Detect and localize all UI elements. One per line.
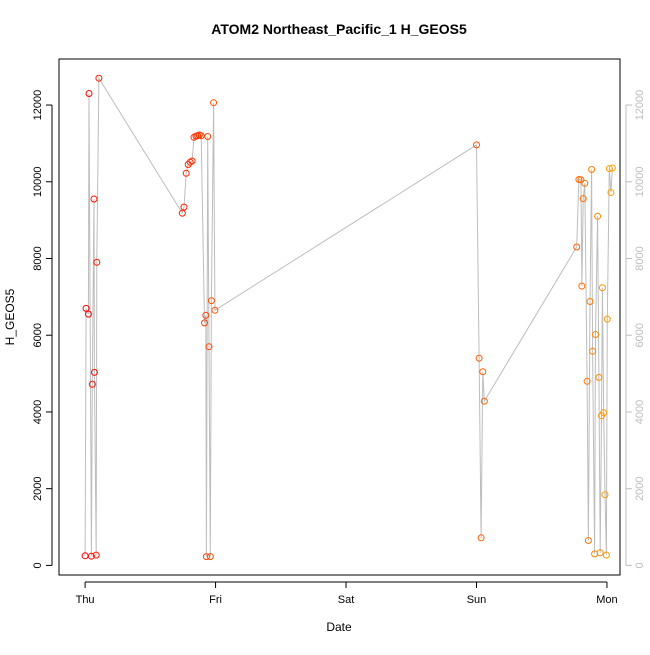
x-tick-label: Fri — [209, 594, 222, 606]
data-point — [206, 553, 214, 561]
y-tick-label-left: 8000 — [32, 246, 44, 270]
y-tick-label-left: 10000 — [32, 166, 44, 197]
data-point — [93, 258, 101, 266]
data-point — [573, 243, 581, 251]
data-point — [577, 176, 585, 184]
data-point — [603, 315, 611, 323]
data-point — [204, 133, 212, 140]
data-point — [578, 282, 586, 290]
data-point — [197, 132, 205, 140]
data-point — [595, 373, 603, 381]
y-tick-label-right: 8000 — [634, 246, 646, 270]
data-point — [84, 310, 92, 318]
data-point — [601, 491, 609, 499]
data-point — [95, 74, 103, 82]
data-point — [92, 551, 100, 559]
plot-frame — [58, 58, 621, 576]
data-point — [479, 368, 487, 376]
data-point — [600, 409, 608, 417]
data-point — [178, 209, 186, 217]
data-point — [184, 161, 192, 168]
data-point — [607, 189, 615, 196]
data-points — [81, 74, 616, 561]
y-tick-label-right: 0 — [634, 562, 646, 568]
data-point — [211, 306, 219, 314]
data-point — [188, 157, 196, 165]
data-point — [594, 212, 602, 220]
data-point — [182, 169, 190, 177]
data-point — [88, 380, 96, 388]
data-point — [480, 397, 488, 405]
y-tick-label-left: 12000 — [32, 90, 44, 121]
data-point — [205, 343, 213, 351]
y-tick-label-right: 6000 — [634, 323, 646, 347]
data-point — [605, 165, 613, 173]
data-point — [473, 141, 480, 149]
chart-title: ATOM2 Northeast_Pacific_1 H_GEOS5 — [211, 21, 467, 37]
data-point — [90, 195, 98, 203]
y-tick-label-left: 6000 — [32, 323, 44, 347]
data-point — [581, 179, 589, 187]
x-tick-label: Mon — [596, 594, 617, 606]
data-point — [579, 195, 587, 203]
data-point — [589, 347, 597, 355]
x-tick-label: Sun — [467, 594, 487, 606]
y-tick-label-right: 4000 — [634, 400, 646, 424]
data-point — [90, 368, 98, 376]
data-point — [608, 164, 616, 172]
y-tick-label-right: 10000 — [634, 166, 646, 197]
data-point — [180, 203, 188, 211]
y-axis-right: 0 2000 4000 6000 8000 10000 12000 — [625, 90, 646, 568]
data-point — [201, 319, 208, 327]
y-tick-label-right: 2000 — [634, 476, 646, 500]
data-point — [477, 534, 485, 542]
x-axis-label: Date — [326, 620, 352, 634]
y-tick-label-left: 2000 — [32, 476, 44, 500]
data-point — [602, 551, 610, 559]
data-point — [207, 297, 215, 305]
y-tick-label-left: 4000 — [32, 400, 44, 424]
data-point — [584, 537, 592, 544]
data-point — [588, 166, 596, 173]
data-point — [598, 284, 606, 292]
series-line — [84, 76, 613, 557]
data-point — [210, 99, 218, 107]
y-tick-label-right: 12000 — [634, 90, 646, 121]
data-point — [592, 331, 599, 338]
y-axis-label: H_GEOS5 — [3, 288, 17, 345]
data-point — [202, 553, 210, 561]
data-point — [596, 549, 604, 557]
data-point — [82, 304, 90, 312]
data-point — [87, 552, 95, 560]
data-point — [475, 354, 483, 362]
data-point — [186, 158, 194, 166]
series-connectors — [84, 76, 613, 557]
y-axis-left: 0 2000 4000 6000 8000 10000 12000 — [32, 90, 53, 568]
data-point — [85, 90, 93, 97]
data-point — [583, 377, 591, 385]
x-tick-label: Sat — [338, 594, 355, 606]
data-point — [202, 311, 210, 319]
y-tick-label-left: 0 — [32, 562, 44, 568]
data-point — [586, 298, 594, 305]
x-axis: Thu Fri Sat Sun Mon — [76, 581, 618, 606]
x-tick-label: Thu — [76, 594, 95, 606]
